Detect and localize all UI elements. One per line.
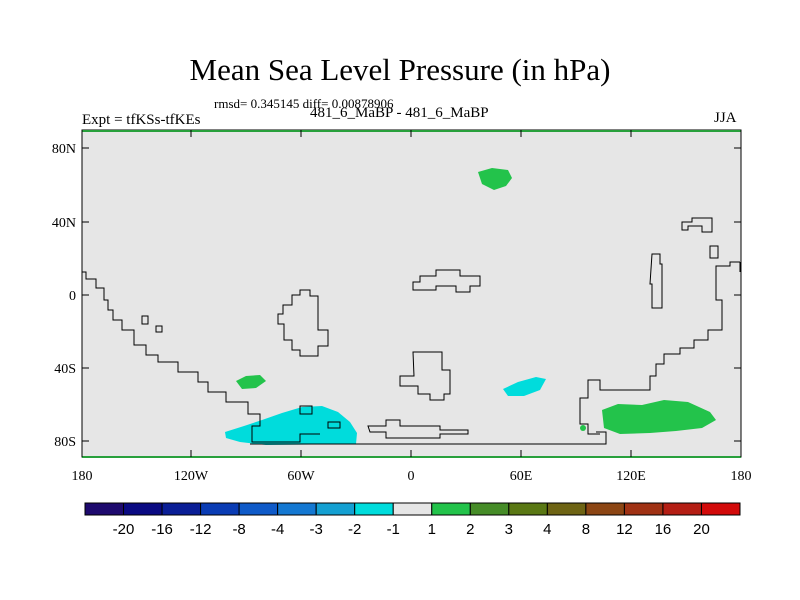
colorbar-swatch: [238, 502, 279, 516]
colorbar-label: 1: [428, 521, 436, 538]
coastlines: [82, 217, 741, 445]
colorbar-swatch: [623, 502, 664, 516]
lon-tick-label: 60E: [510, 469, 533, 484]
colorbar-label: -20: [113, 521, 135, 538]
colorbar-swatch: [84, 502, 125, 516]
anomaly-small-positive: [580, 425, 586, 431]
colorbar-label: -1: [387, 521, 400, 538]
colorbar-label: 2: [466, 521, 474, 538]
colorbar: -20 -16 -12 -8 -4 -3 -2 -1 1 2 3 4 8 12 16 20: [84, 502, 741, 538]
colorbar-swatch: [431, 502, 471, 516]
lat-tick-label: 80S: [54, 435, 76, 450]
colorbar-label: -8: [232, 521, 245, 538]
lon-labels: 180 120W 60W 0 60E 120E 180: [72, 469, 752, 484]
colorbar-label: 16: [655, 521, 672, 538]
lon-tick-label: 120W: [174, 469, 209, 484]
colorbar-label: 3: [505, 521, 513, 538]
colorbar-swatch: [700, 502, 741, 516]
anomaly-indian-ocean-negative: [503, 377, 546, 396]
colorbar-label: 20: [693, 521, 710, 538]
colorbar-swatch: [123, 502, 163, 516]
lat-tick-label: 40S: [54, 362, 76, 377]
colorbar-swatch: [585, 502, 625, 516]
colorbar-label: 4: [543, 521, 551, 538]
lon-tick-label: 180: [731, 469, 752, 484]
colorbar-label: -12: [190, 521, 212, 538]
anomaly-southern-ocean-positive: [602, 400, 716, 434]
colorbar-label: -16: [151, 521, 173, 538]
colorbar-swatch: [662, 502, 702, 516]
colorbar-swatch: [469, 502, 510, 516]
colorbar-swatch: [315, 502, 356, 516]
colorbar-label: 12: [616, 521, 633, 538]
lat-tick-label: 80N: [52, 142, 76, 157]
lon-tick-label: 0: [408, 469, 415, 484]
colorbar-swatch: [508, 502, 548, 516]
axis-ticks: [81, 130, 742, 457]
experiment-label: Expt = tfKSs-tfKEs: [82, 112, 201, 128]
colorbar-swatch: [354, 502, 394, 516]
lat-tick-label: 40N: [52, 216, 76, 231]
colorbar-label: -4: [271, 521, 284, 538]
stats-text: rmsd= 0.345145 diff= 0.00878906: [214, 96, 394, 111]
colorbar-label: -3: [310, 521, 323, 538]
lon-tick-label: 60W: [287, 469, 315, 484]
season-label: JJA: [714, 110, 737, 126]
lon-tick-label: 120E: [616, 469, 646, 484]
anomaly-south-pacific-negative: [225, 406, 357, 445]
colorbar-swatch: [392, 502, 433, 516]
lat-labels: 80N 40N 0 40S 80S: [52, 142, 76, 450]
colorbar-swatch: [277, 502, 317, 516]
chart-title: Mean Sea Level Pressure (in hPa): [189, 52, 611, 87]
map-background: [82, 130, 741, 457]
anomaly-south-pacific-positive: [236, 375, 266, 389]
colorbar-swatch: [546, 502, 587, 516]
colorbar-label: -2: [348, 521, 361, 538]
lat-tick-label: 0: [69, 289, 76, 304]
anomaly-fills: [225, 168, 716, 445]
lon-tick-label: 180: [72, 469, 93, 484]
colorbar-swatch: [161, 502, 202, 516]
colorbar-label: 8: [582, 521, 590, 538]
colorbar-swatch: [200, 502, 240, 516]
runs-label: 481_6_MaBP - 481_6_MaBP: [310, 105, 489, 121]
anomaly-arctic-positive: [478, 168, 512, 190]
